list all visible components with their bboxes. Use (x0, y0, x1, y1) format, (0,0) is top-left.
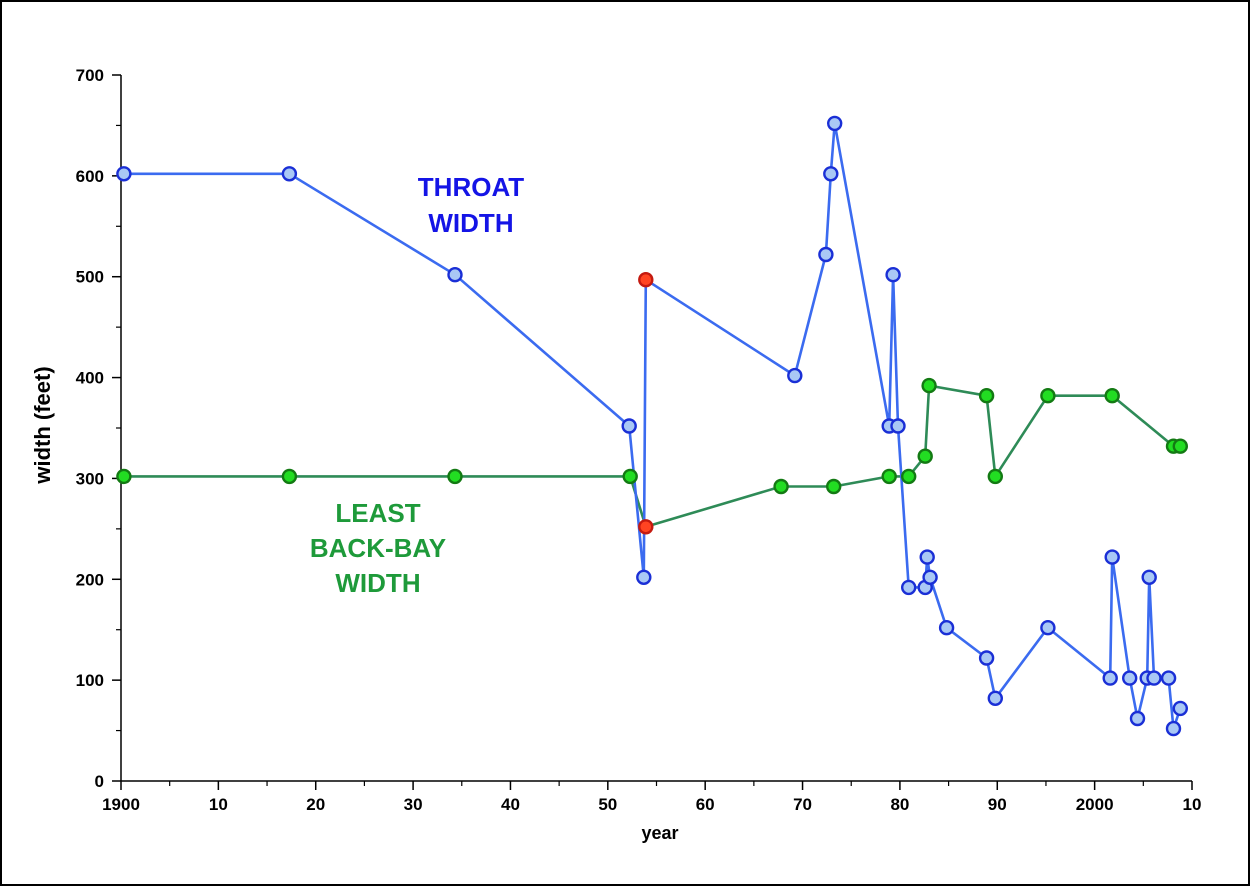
throat-width-label-line-2: WIDTH (428, 208, 513, 238)
data-point (885, 267, 901, 283)
y-tick-label: 600 (76, 167, 104, 186)
y-tick-label: 100 (76, 671, 104, 690)
x-tick-label: 2000 (1076, 795, 1114, 814)
data-point (901, 579, 917, 596)
y-tick-label: 200 (76, 570, 104, 589)
data-point (917, 448, 933, 464)
x-tick-label: 80 (890, 795, 909, 814)
y-tick-label: 300 (76, 469, 104, 488)
data-point (1172, 700, 1189, 717)
y-tick-label: 400 (76, 369, 104, 388)
back-bay-width-label-line-2: BACK-BAY (310, 533, 446, 563)
data-point (116, 166, 132, 182)
highlight-point (638, 519, 654, 535)
data-point (1040, 620, 1056, 636)
data-point (787, 367, 803, 384)
data-point (987, 690, 1003, 706)
x-tick-label: 70 (793, 795, 812, 814)
x-axis-title: year (641, 823, 678, 843)
data-point (773, 478, 789, 495)
x-tick-label: 90 (988, 795, 1007, 814)
data-point (621, 418, 637, 434)
data-point (1129, 710, 1146, 727)
data-point (447, 267, 463, 283)
data-point (826, 478, 842, 495)
data-point (1160, 670, 1177, 686)
x-tick-label: 1900 (102, 795, 140, 814)
data-point (881, 468, 897, 485)
data-point (1141, 569, 1157, 585)
data-point (978, 388, 995, 404)
data-point (636, 569, 652, 585)
x-tick-label: 60 (696, 795, 715, 814)
data-point (1121, 670, 1138, 686)
data-point (901, 468, 917, 485)
series-line-1 (123, 384, 1181, 529)
data-point (281, 468, 298, 485)
data-point (890, 418, 906, 434)
data-point (1165, 720, 1182, 737)
x-tick-label: 10 (1183, 795, 1202, 814)
data-point (827, 115, 843, 132)
data-point (1146, 670, 1162, 686)
throat-width-label-line-1: THROAT (418, 172, 525, 202)
series-line-0 (123, 122, 1182, 730)
data-point (116, 468, 132, 485)
highlight-point (638, 272, 654, 288)
data-point (922, 569, 938, 585)
data-point (1172, 438, 1189, 454)
y-tick-label: 500 (76, 268, 104, 287)
y-tick-label: 700 (76, 66, 104, 85)
data-point (1104, 388, 1120, 404)
data-point (938, 620, 955, 636)
x-tick-label: 50 (598, 795, 617, 814)
data-point (987, 468, 1003, 485)
data-point (919, 549, 935, 565)
data-point (281, 166, 298, 182)
x-tick-label: 30 (404, 795, 423, 814)
data-point (978, 650, 995, 666)
x-tick-label: 40 (501, 795, 520, 814)
data-point (622, 468, 638, 485)
series-markers (116, 115, 1189, 737)
axis-ticks (112, 74, 1193, 790)
x-tick-label: 10 (209, 795, 228, 814)
y-tick-label: 0 (95, 772, 104, 791)
data-point (1102, 670, 1118, 686)
back-bay-width-label-line-3: WIDTH (335, 568, 420, 598)
y-axis-title: width (feet) (30, 366, 55, 484)
data-point (818, 246, 834, 263)
x-tick-label: 20 (306, 795, 325, 814)
data-point (1040, 388, 1056, 404)
data-point (447, 468, 463, 485)
data-point (823, 166, 839, 182)
data-point (921, 377, 937, 394)
back-bay-width-label-line-1: LEAST (335, 498, 420, 528)
data-point (1104, 549, 1120, 565)
series-lines (123, 122, 1182, 730)
axis-tick-labels: 1900 10 20 30 40 50 60 70 80 90 2000 10010020030040… (76, 66, 1202, 814)
